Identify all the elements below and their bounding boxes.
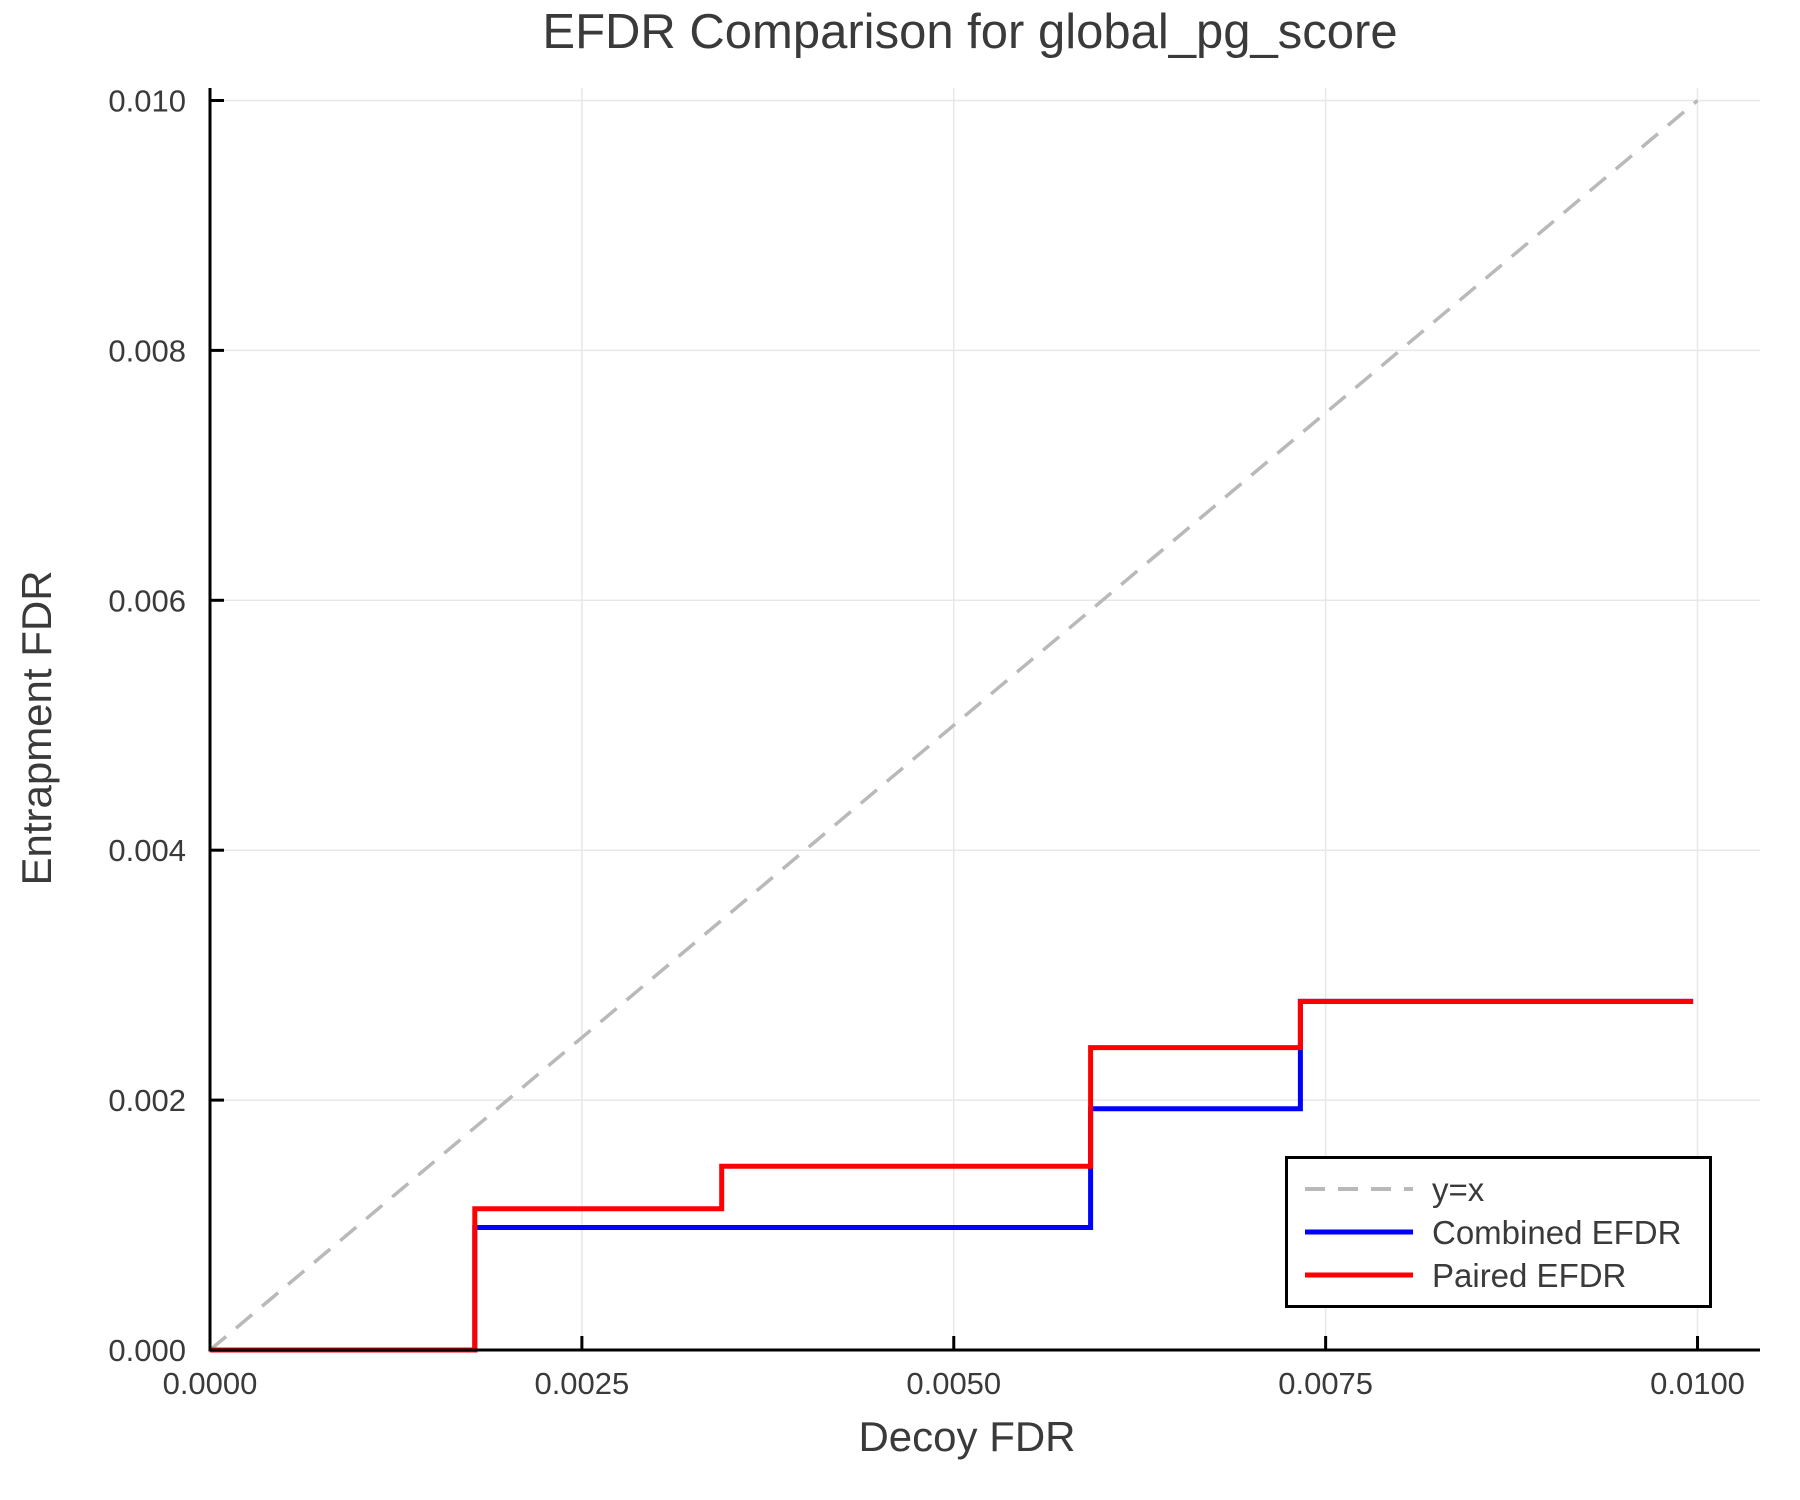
y-tick-label: 0.004 (108, 833, 186, 868)
paired-line-swatch-icon (1305, 1272, 1413, 1278)
y-axis-title: Entrapment FDR (13, 570, 60, 886)
legend-label-paired: Paired EFDR (1432, 1256, 1627, 1294)
chart-title: EFDR Comparison for global_pg_score (542, 5, 1398, 59)
x-tick-label: 0.0025 (534, 1366, 629, 1401)
x-tick-label: 0.0000 (163, 1366, 258, 1401)
combined-line-swatch-icon (1305, 1229, 1413, 1235)
y-tick-label: 0.008 (108, 333, 186, 368)
legend-label-identity: y=x (1432, 1170, 1485, 1208)
legend-label-combined: Combined EFDR (1432, 1213, 1682, 1251)
legend-item-combined: Combined EFDR (1303, 1213, 1709, 1251)
y-tick-label: 0.002 (108, 1083, 186, 1118)
legend: y=x Combined EFDR Paired EFDR (1285, 1156, 1712, 1308)
legend-item-paired: Paired EFDR (1303, 1256, 1709, 1294)
y-tick-label: 0.000 (108, 1333, 186, 1368)
series-paired-efdr (210, 998, 1694, 1353)
x-tick-label: 0.0050 (906, 1366, 1001, 1401)
legend-item-identity: y=x (1303, 1170, 1709, 1208)
y-tick-label: 0.006 (108, 583, 186, 618)
y-tick-label: 0.010 (108, 83, 186, 118)
series-y-x (208, 99, 1699, 1352)
x-axis-title: Decoy FDR (858, 1413, 1076, 1460)
x-tick-label: 0.0100 (1650, 1366, 1745, 1401)
identity-line-swatch-icon (1305, 1187, 1413, 1191)
x-tick-label: 0.0075 (1278, 1366, 1373, 1401)
